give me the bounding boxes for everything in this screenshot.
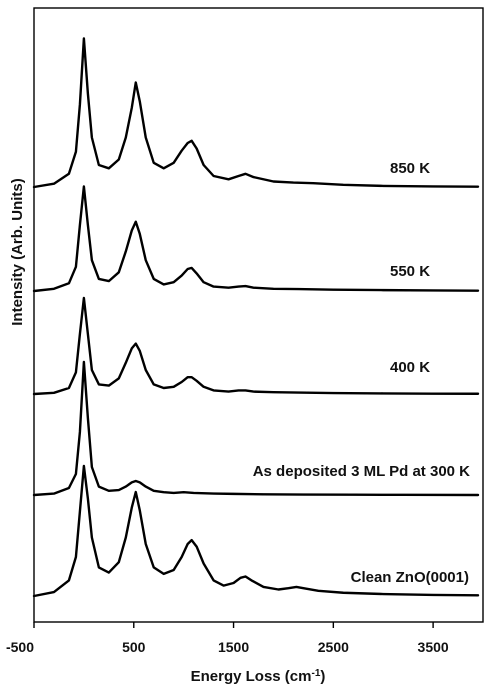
series-label-1: As deposited 3 ML Pd at 300 K [253,463,470,480]
series-label-4: 850 K [390,160,430,177]
x-tick-label: -500 [6,639,34,655]
series-line-4 [32,37,480,189]
y-axis-label: Intensity (Arb. Units) [9,178,26,326]
x-tick-label: 2500 [318,639,349,655]
series-line-3 [32,185,480,293]
series-label-0: Clean ZnO(0001) [351,569,469,586]
series-label-3: 550 K [390,263,430,280]
series-line-1 [32,360,480,497]
x-ticks-group: -500 500 1500 2500 3500 [6,622,449,655]
series-line-2 [32,296,480,396]
x-axis-label: Energy Loss (cm-1) [191,668,326,686]
series-labels-group: Clean ZnO(0001) As deposited 3 ML Pd at 3… [253,160,470,586]
series-label-2: 400 K [390,359,430,376]
traces-group [32,37,480,598]
x-tick-label: 1500 [218,639,249,655]
series-line-0 [32,464,480,598]
x-tick-label: 3500 [418,639,449,655]
x-tick-label: 500 [122,639,146,655]
plot-frame [33,7,484,623]
